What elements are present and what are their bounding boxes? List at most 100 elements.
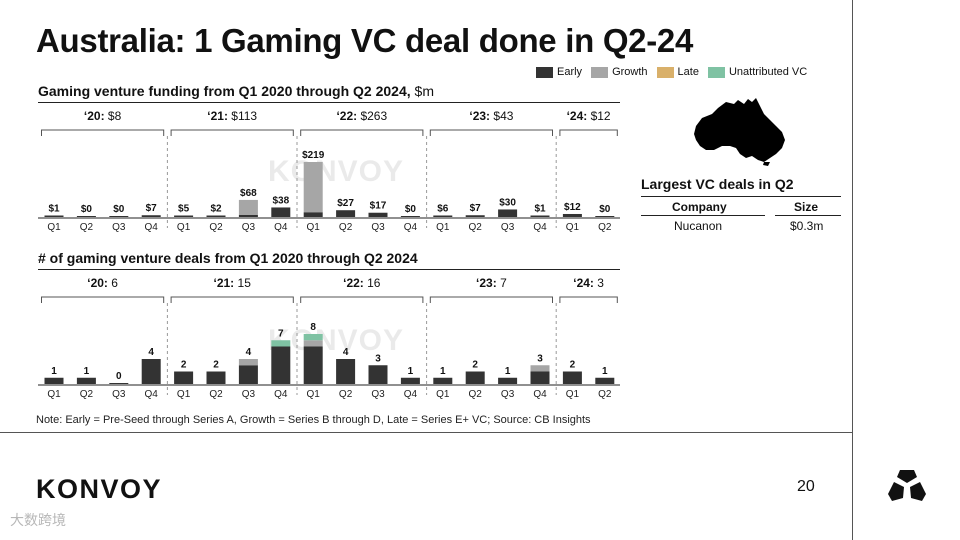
deals-tick-label: Q3 — [242, 389, 256, 400]
funding-bar-early — [530, 215, 550, 217]
funding-bar-early — [303, 212, 323, 217]
deals-bar-growth — [238, 359, 258, 366]
legend-label-late: Late — [677, 66, 699, 78]
legend-item-early: Early — [536, 66, 582, 78]
funding-year-label: ‘24: $12 — [567, 109, 611, 123]
funding-bar-growth — [238, 199, 258, 215]
deals-tick-label: Q1 — [47, 389, 61, 400]
funding-chart-unit: $m — [414, 83, 434, 99]
funding-tick-label: Q1 — [47, 222, 61, 233]
deals-tick-label: Q3 — [371, 389, 385, 400]
deals-tick-label: Q2 — [469, 389, 483, 400]
deals-value-label: 2 — [181, 360, 187, 371]
funding-year-total: $8 — [108, 109, 122, 123]
deals-bar-early — [530, 371, 550, 384]
legend-swatch-late — [656, 66, 674, 78]
funding-value-label: $6 — [437, 203, 449, 214]
funding-year-bracket — [170, 129, 294, 136]
deals-bar-early — [562, 371, 582, 384]
deals-year-total: 3 — [597, 276, 604, 290]
funding-chart-rule — [38, 102, 620, 103]
funding-tick-label: Q3 — [371, 222, 385, 233]
page-title: Australia: 1 Gaming VC deal done in Q2-2… — [36, 22, 694, 59]
funding-year-total: $12 — [591, 109, 611, 123]
funding-year-bracket — [41, 129, 165, 136]
deals-header-rule-company — [641, 215, 765, 216]
footnote: Note: Early = Pre-Seed through Series A,… — [36, 414, 591, 426]
funding-bar-early — [238, 214, 258, 217]
deals-year-label: ‘22: 16 — [343, 276, 381, 290]
deals-bar-early — [271, 346, 291, 384]
funding-value-label: $0 — [113, 204, 125, 215]
deals-bar-early — [141, 359, 161, 384]
funding-bar-empty — [595, 216, 615, 217]
deals-value-label: 1 — [84, 366, 90, 377]
legend-item-unattributed: Unattributed VC — [707, 66, 808, 78]
funding-chart: ‘20: $8 ‘21: $113 ‘22: $263 ‘23: $43 ‘24: $1… — [38, 109, 620, 233]
deals-bar-early — [433, 377, 453, 384]
funding-value-label: $2 — [210, 204, 222, 215]
deals-year-total: 16 — [367, 276, 381, 290]
deals-bar-early — [174, 371, 194, 384]
legend-item-late: Late — [656, 66, 699, 78]
funding-bar-empty — [400, 216, 420, 217]
deals-value-label: 1 — [505, 366, 511, 377]
deals-tick-label: Q2 — [598, 389, 612, 400]
funding-value-label: $7 — [470, 203, 482, 214]
funding-bar-early — [141, 215, 161, 217]
deals-header-rule-size — [775, 215, 841, 216]
legend-label-unattributed: Unattributed VC — [728, 66, 808, 78]
deals-value-label: 3 — [375, 353, 381, 364]
deals-bar-early — [336, 359, 356, 384]
funding-bar-early — [562, 213, 582, 217]
deals-tick-label: Q1 — [177, 389, 191, 400]
deals-bar-early — [595, 377, 615, 384]
funding-bar-early — [336, 210, 356, 217]
legend-swatch-unattributed — [707, 66, 725, 78]
deals-year-name: ‘24: — [573, 276, 597, 290]
legend-swatch-early — [536, 66, 553, 78]
deals-year-bracket — [170, 296, 294, 303]
deals-year-bracket — [300, 296, 424, 303]
deals-tick-label: Q3 — [112, 389, 126, 400]
deals-bar-growth — [303, 340, 323, 347]
deals-value-label: 1 — [51, 366, 57, 377]
funding-tick-label: Q4 — [533, 222, 547, 233]
deals-value-label: 2 — [472, 360, 478, 371]
funding-bar-early — [498, 209, 518, 217]
funding-year-name: ‘24: — [567, 109, 591, 123]
legend-item-growth: Growth — [591, 66, 648, 78]
deals-value-label: 4 — [246, 347, 252, 358]
deals-year-bracket — [429, 296, 553, 303]
deals-value-label: 1 — [440, 366, 446, 377]
funding-value-label: $68 — [240, 188, 257, 199]
deals-tick-label: Q3 — [501, 389, 515, 400]
funding-watermark: KONVOY — [268, 155, 405, 188]
funding-bar-early — [44, 215, 64, 217]
funding-tick-label: Q2 — [80, 222, 94, 233]
deals-header-size: Size — [794, 200, 819, 214]
funding-year-name: ‘22: — [336, 109, 360, 123]
funding-value-label: $0 — [599, 204, 611, 215]
brand-logo: KONVOY — [36, 474, 163, 504]
deals-row-size: $0.3m — [790, 219, 824, 233]
deals-watermark: KONVOY — [268, 324, 405, 357]
funding-value-label: $5 — [178, 204, 190, 215]
funding-bar-empty — [76, 216, 96, 217]
funding-tick-label: Q1 — [177, 222, 191, 233]
funding-chart-title: Gaming venture funding from Q1 2020 thro… — [38, 83, 434, 99]
deals-year-bracket — [41, 296, 165, 303]
funding-bar-empty — [109, 216, 129, 217]
australia-map-icon — [694, 98, 785, 166]
funding-bar-early — [271, 207, 291, 217]
funding-tick-label: Q1 — [566, 222, 580, 233]
brand-mark-icon — [888, 470, 926, 501]
funding-tick-label: Q4 — [404, 222, 418, 233]
deals-bar-unattributed-vc — [271, 340, 291, 347]
funding-year-label: ‘20: $8 — [84, 109, 122, 123]
page-number: 20 — [797, 478, 815, 495]
deals-tick-label: Q1 — [307, 389, 321, 400]
deals-row-company: Nucanon — [674, 219, 723, 233]
deals-value-label: 4 — [148, 347, 154, 358]
funding-tick-label: Q1 — [436, 222, 450, 233]
